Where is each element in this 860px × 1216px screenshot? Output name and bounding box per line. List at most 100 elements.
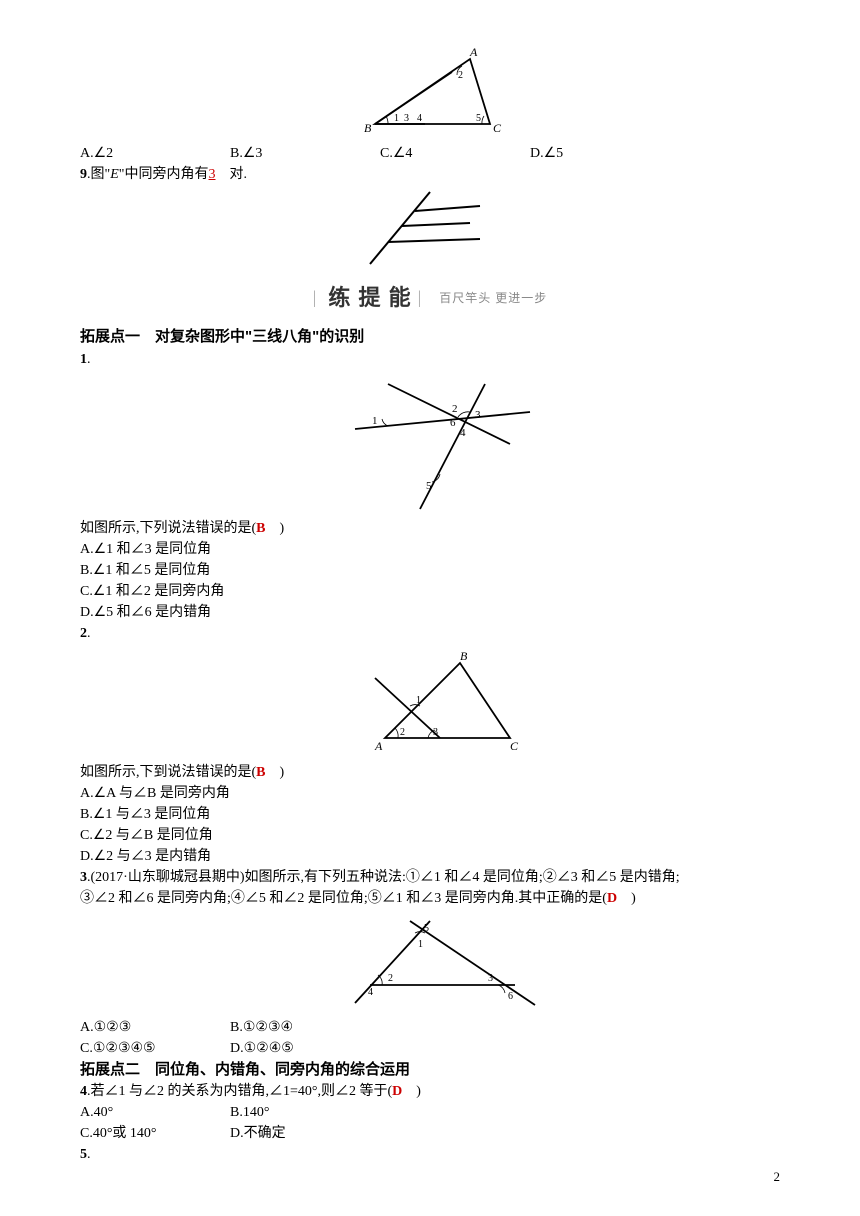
q4-opt-d: D.不确定 — [230, 1123, 380, 1144]
q9-diagram — [340, 189, 780, 269]
q3-angle-2: 2 — [388, 973, 393, 984]
q3-cont: ③∠2 和∠6 是同旁内角;④∠5 和∠2 是同位角;⑤∠1 和∠3 是同旁内角… — [80, 891, 607, 906]
banner-divider-right: | — [418, 284, 428, 311]
q1-tail: ) — [266, 521, 285, 536]
label-C: C — [493, 121, 502, 135]
q2-stem-row: 如图所示,下到说法错误的是(B ) — [80, 762, 780, 783]
q2-tail: ) — [266, 765, 285, 780]
q9: 9.图"E"中同旁内角有3 对. — [80, 164, 780, 185]
q4-answer: D — [392, 1084, 402, 1099]
q2-angle-1: 1 — [416, 695, 421, 706]
sec1-q2-num: 2. — [80, 623, 780, 644]
q1-stem: 如图所示,下列说法错误的是( — [80, 521, 256, 536]
q9-text-c: 对. — [230, 167, 248, 182]
q2-angle-3: 3 — [433, 727, 438, 738]
q1-opt-d: D.∠5 和∠6 是内错角 — [80, 602, 780, 623]
q4-opt-c: C.40°或 140° — [80, 1123, 230, 1144]
q1-num: 1 — [80, 352, 87, 367]
q5: 5. — [80, 1144, 780, 1165]
q4-opts-2: C.40°或 140° D.不确定 — [80, 1123, 780, 1144]
q2-opt-c: C.∠2 与∠B 是同位角 — [80, 825, 780, 846]
q3-line2: ③∠2 和∠6 是同旁内角;④∠5 和∠2 是同位角;⑤∠1 和∠3 是同旁内角… — [80, 888, 780, 909]
q4-num: 4 — [80, 1084, 87, 1099]
q1-angle-6: 6 — [450, 417, 456, 429]
q2-opt-b: B.∠1 与∠3 是同位角 — [80, 804, 780, 825]
q4-stem-row: 4.若∠1 与∠2 的关系为内错角,∠1=40°,则∠2 等于(D ) — [80, 1081, 780, 1102]
q1-answer: B — [256, 521, 265, 536]
q2-opt-d: D.∠2 与∠3 是内错角 — [80, 846, 780, 867]
q2-c-text: C.∠2 与∠B 是同位角 — [80, 828, 213, 843]
angle-5: 5 — [476, 113, 481, 124]
angle-2: 2 — [458, 70, 463, 81]
banner-divider-left: | — [313, 284, 323, 311]
q1-angle-5: 5 — [426, 480, 432, 492]
q2-num: 2 — [80, 626, 87, 641]
q2-label-B: B — [460, 649, 468, 663]
q8-opt-d: D.∠5 — [530, 143, 680, 164]
sec1-head: 拓展点一 对复杂图形中"三线八角"的识别 — [80, 326, 780, 349]
q1-angle-1: 1 — [372, 415, 378, 427]
q1-opt-c: C.∠1 和∠2 是同旁内角 — [80, 581, 780, 602]
q5-num: 5 — [80, 1147, 87, 1162]
q3-answer: D — [607, 891, 617, 906]
banner-subtitle: 百尺竿头 更进一步 — [439, 289, 547, 307]
sec1-q1-num: 1. — [80, 349, 780, 370]
q9-answer: 3 — [209, 167, 216, 182]
q4-opt-a: A.40° — [80, 1102, 230, 1123]
q3-opt-a: A.①②③ — [80, 1017, 230, 1038]
q8-options: A.∠2 B.∠3 C.∠4 D.∠5 — [80, 143, 780, 164]
q8-opt-c: C.∠4 — [380, 143, 530, 164]
q9-text-a: .图" — [87, 167, 110, 182]
q3-opt-d: D.①②④⑤ — [230, 1038, 380, 1059]
q3-opts-2: C.①②③④⑤ D.①②④⑤ — [80, 1038, 780, 1059]
q4-tail: ) — [402, 1084, 421, 1099]
sec2-head: 拓展点二 同位角、内错角、同旁内角的综合运用 — [80, 1059, 780, 1082]
q4-opts-1: A.40° B.140° — [80, 1102, 780, 1123]
q4-stem: .若∠1 与∠2 的关系为内错角,∠1=40°,则∠2 等于( — [87, 1084, 392, 1099]
q3-opts-1: A.①②③ B.①②③④ — [80, 1017, 780, 1038]
q1-angle-4: 4 — [460, 427, 466, 439]
q3-angle-1: 1 — [418, 939, 423, 950]
q3-line1: 3.(2017·山东聊城冠县期中)如图所示,有下列五种说法:①∠1 和∠4 是同… — [80, 867, 780, 888]
q9-text-b: "中同旁内角有 — [119, 167, 209, 182]
q8-opt-a: A.∠2 — [80, 143, 230, 164]
q2-stem: 如图所示,下到说法错误的是( — [80, 765, 256, 780]
q2-opt-a: A.∠A 与∠B 是同旁内角 — [80, 783, 780, 804]
q1-opt-a: A.∠1 和∠3 是同位角 — [80, 539, 780, 560]
q3-angle-5: 5 — [424, 923, 429, 934]
angle-1: 1 — [394, 113, 399, 124]
angle-4: 4 — [417, 113, 422, 124]
q2-label-C: C — [510, 739, 519, 753]
label-B: B — [364, 121, 372, 135]
q5-dot: . — [87, 1147, 91, 1162]
q1-opt-b: B.∠1 和∠5 是同位角 — [80, 560, 780, 581]
q3-angle-3: 3 — [488, 973, 493, 984]
banner-title: 练 提 能 — [328, 281, 411, 314]
q2-a-text: A.∠A 与∠B 是同旁内角 — [80, 786, 230, 801]
q3-angle-4: 4 — [368, 987, 373, 998]
q2-label-A: A — [374, 739, 383, 753]
q2-angle-2: 2 — [400, 727, 405, 738]
q9-num: 9 — [80, 167, 87, 182]
label-A: A — [469, 45, 478, 59]
q1-dot: . — [87, 352, 91, 367]
page-number: 2 — [774, 1167, 781, 1187]
q3-angle-6: 6 — [508, 991, 513, 1002]
section-banner: | 练 提 能 | 百尺竿头 更进一步 — [80, 275, 780, 320]
q8-opt-b: B.∠3 — [230, 143, 380, 164]
angle-3: 3 — [404, 113, 409, 124]
q8-diagram: A B C 1 2 3 4 5 — [340, 44, 780, 139]
q1-stem-row: 如图所示,下列说法错误的是(B ) — [80, 518, 780, 539]
q3-diagram: 5 1 2 4 3 6 — [340, 913, 780, 1013]
q3-tail: ) — [617, 891, 636, 906]
q3-source: .(2017·山东聊城冠县期中)如图所示,有下列五种说法:①∠1 和∠4 是同位… — [87, 870, 680, 885]
q9-E: E — [110, 167, 119, 182]
q3-opt-b: B.①②③④ — [230, 1017, 380, 1038]
q2-dot: . — [87, 626, 91, 641]
q3-opt-c: C.①②③④⑤ — [80, 1038, 230, 1059]
q2-answer: B — [256, 765, 265, 780]
q3-num: 3 — [80, 870, 87, 885]
q4-opt-b: B.140° — [230, 1102, 380, 1123]
q2-diagram: B A C 1 2 3 — [340, 648, 780, 758]
q1-diagram: 1 2 3 4 6 5 — [340, 374, 780, 514]
